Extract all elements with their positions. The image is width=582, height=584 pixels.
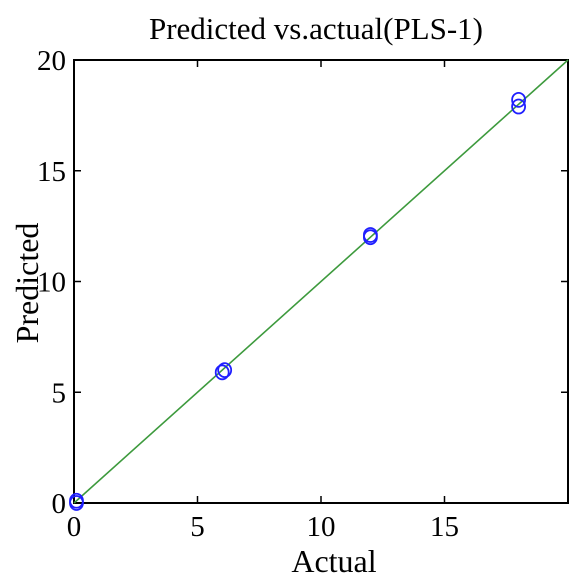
x-tick-labels: 0 5 10 15 [67,511,459,543]
y-axis-label: Predicted [9,223,45,344]
y-tick-label: 0 [52,488,67,520]
reference-line [73,59,569,504]
x-tick-label: 15 [430,511,459,543]
data-point [217,362,233,379]
y-tick-labels: 0 5 10 15 20 [37,45,66,520]
data-point [511,98,526,115]
data-point [214,364,230,381]
x-axis-label: Actual [291,543,376,579]
data-point [511,91,526,108]
data-points [69,91,526,511]
y-tick-label: 10 [37,267,66,299]
y-tick-label: 20 [37,45,66,77]
data-point [362,227,378,243]
x-tick-label: 5 [190,511,205,543]
data-point [69,492,84,509]
x-tick-label: 10 [307,511,336,543]
y-tick-label: 5 [52,377,67,409]
chart-title: Predicted vs.actual(PLS-1) [149,11,483,46]
y-tick-label: 15 [37,156,66,188]
x-tick-label: 0 [67,511,82,543]
